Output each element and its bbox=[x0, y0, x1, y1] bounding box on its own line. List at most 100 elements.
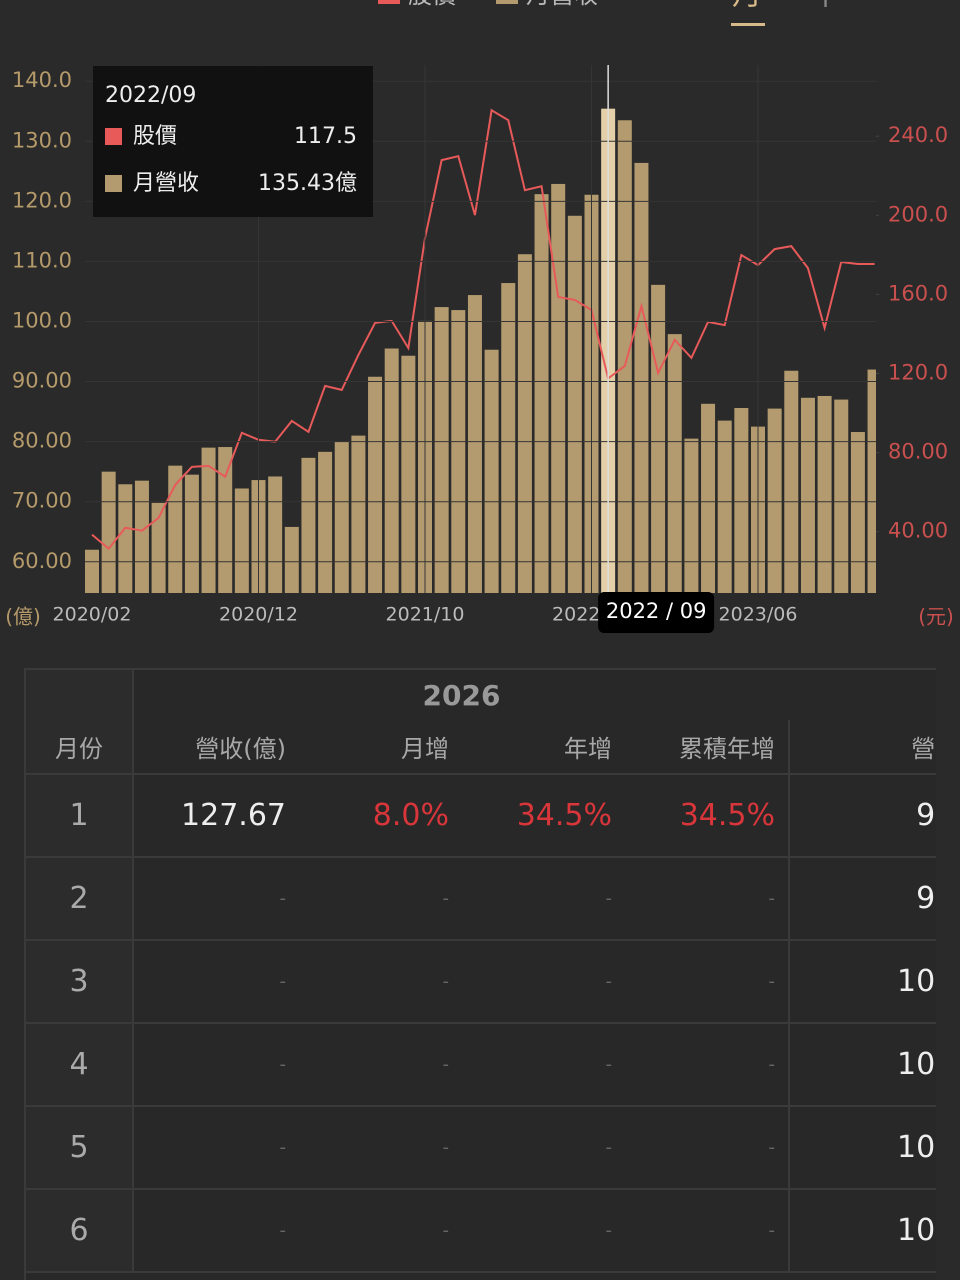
column-header: 年增 bbox=[462, 720, 625, 775]
table-cell: - bbox=[299, 857, 462, 941]
x-tick-label: 2023/06 bbox=[719, 604, 798, 626]
y2-unit: (元) bbox=[918, 605, 954, 629]
bar bbox=[467, 295, 482, 593]
bar bbox=[817, 395, 832, 593]
tooltip-box bbox=[93, 66, 373, 217]
bar bbox=[334, 441, 349, 593]
bar bbox=[384, 348, 399, 593]
x-tick-label: 2020/12 bbox=[219, 604, 298, 626]
tab[interactable]: 年 bbox=[809, 0, 839, 13]
table-cell: 94.94 bbox=[789, 774, 936, 858]
bar bbox=[201, 447, 216, 593]
table-cell: - bbox=[462, 1106, 625, 1190]
bar bbox=[434, 307, 449, 593]
y-tick-label: 70.00 bbox=[12, 489, 72, 513]
legend-label: 股價 bbox=[408, 0, 456, 9]
table-cell: - bbox=[462, 857, 625, 941]
bar bbox=[168, 465, 183, 593]
bar bbox=[534, 194, 549, 593]
bar bbox=[218, 447, 233, 593]
bar bbox=[101, 471, 116, 593]
bar bbox=[767, 408, 782, 593]
bar bbox=[834, 399, 849, 593]
table-cell: 3 bbox=[26, 940, 134, 1024]
table-cell: - bbox=[462, 1023, 625, 1107]
table-cell: - bbox=[299, 1189, 462, 1273]
table-cell: 109.29 bbox=[789, 1189, 936, 1273]
tab[interactable]: 月 bbox=[732, 0, 762, 13]
y-tick-label: 130.0 bbox=[12, 128, 72, 152]
table-cell: 106.10 bbox=[789, 940, 936, 1024]
table-cell: - bbox=[299, 1023, 462, 1107]
table-cell: - bbox=[625, 1106, 790, 1190]
table-cell: - bbox=[625, 940, 790, 1024]
table-cell: 106.21 bbox=[789, 1106, 936, 1190]
y-tick-label: 90.00 bbox=[12, 369, 72, 393]
bar bbox=[717, 420, 732, 593]
bar bbox=[368, 376, 383, 593]
table-cell: - bbox=[625, 1023, 790, 1107]
y2-tick-label: 200.0 bbox=[888, 202, 948, 226]
y-unit: (億) bbox=[5, 605, 41, 629]
bar bbox=[667, 334, 682, 593]
bar bbox=[318, 451, 333, 593]
table-cell: - bbox=[462, 1189, 625, 1273]
price-line bbox=[91, 108, 875, 551]
bar bbox=[684, 438, 699, 593]
x-tick-label: 2021/10 bbox=[386, 604, 465, 626]
table-row: 2----99.85 bbox=[26, 857, 936, 941]
table-cell: 109.16 bbox=[789, 1023, 936, 1107]
column-header: 累積年增 bbox=[625, 720, 790, 775]
legend-swatch bbox=[496, 0, 518, 4]
table-cell: - bbox=[625, 857, 790, 941]
table-cell: - bbox=[133, 1189, 299, 1273]
table-cell: - bbox=[299, 940, 462, 1024]
table-row: 3----106.10 bbox=[26, 940, 936, 1024]
column-header: 月增 bbox=[299, 720, 462, 775]
bar bbox=[151, 502, 166, 593]
bar bbox=[184, 474, 199, 593]
y-tick-label: 100.0 bbox=[12, 308, 72, 332]
cell bbox=[789, 670, 936, 720]
crosshair-label: 2022 / 09 bbox=[606, 599, 707, 623]
tooltip-title: 2022/09 bbox=[105, 83, 196, 108]
y2-tick-label: 120.0 bbox=[888, 360, 948, 384]
tooltip-label: 股價 bbox=[133, 124, 177, 149]
bar bbox=[301, 457, 316, 593]
table-cell: 99.85 bbox=[789, 857, 936, 941]
bar bbox=[284, 526, 299, 593]
tooltip-value: 117.5 bbox=[294, 124, 357, 149]
column-header: 營收(億) bbox=[133, 720, 299, 775]
tooltip-label: 月營收 bbox=[133, 171, 199, 196]
bar bbox=[501, 283, 516, 593]
tooltip-swatch bbox=[105, 175, 122, 192]
tab-underline[interactable] bbox=[731, 23, 765, 26]
table-cell: 4 bbox=[26, 1023, 134, 1107]
table-cell: - bbox=[625, 1189, 790, 1273]
bar bbox=[734, 407, 749, 593]
table-cell: 2 bbox=[26, 857, 134, 941]
y-tick-label: 120.0 bbox=[12, 188, 72, 212]
cell bbox=[26, 670, 134, 720]
year-row: 2026 bbox=[26, 670, 936, 720]
y-tick-label: 140.0 bbox=[12, 68, 72, 92]
bar bbox=[234, 488, 249, 593]
y-tick-label: 80.00 bbox=[12, 429, 72, 453]
year-label: 2026 bbox=[422, 678, 501, 712]
table-cell: - bbox=[133, 857, 299, 941]
bar bbox=[268, 476, 283, 593]
column-header: 月份 bbox=[26, 720, 134, 775]
bar bbox=[617, 120, 632, 593]
table-cell: - bbox=[133, 1106, 299, 1190]
column-header: 營收(億) bbox=[789, 720, 936, 775]
revenue-table: 2026月份營收(億)月增年增累積年增營收(億)1127.678.0%34.5%… bbox=[24, 668, 936, 1280]
y2-tick-label: 40.00 bbox=[888, 519, 948, 543]
bar bbox=[85, 549, 99, 593]
y-tick-label: 110.0 bbox=[12, 248, 72, 272]
y2-tick-label: 80.00 bbox=[888, 440, 948, 464]
bar bbox=[800, 397, 815, 593]
y2-tick-label: 240.0 bbox=[888, 123, 948, 147]
bar bbox=[551, 183, 566, 593]
